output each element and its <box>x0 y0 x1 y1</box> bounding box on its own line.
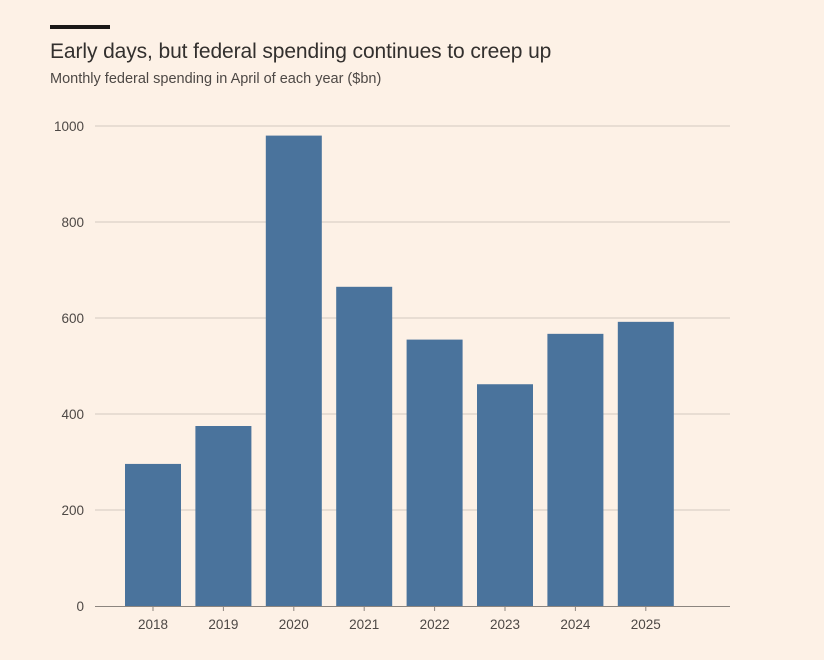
y-tick-label-400: 400 <box>61 407 84 422</box>
bar-2022 <box>406 339 463 606</box>
y-tick-label-200: 200 <box>61 503 84 518</box>
x-tick-label-2025: 2025 <box>631 617 661 632</box>
bar-2019 <box>195 426 252 606</box>
y-tick-label-800: 800 <box>61 215 84 230</box>
y-tick-label-0: 0 <box>76 599 84 614</box>
y-tick-label-1000: 1000 <box>54 119 84 134</box>
bar-2020 <box>265 135 322 606</box>
top-rule <box>50 25 110 29</box>
bar-2021 <box>336 286 393 606</box>
bar-2018 <box>125 463 181 606</box>
bar-2025 <box>617 321 674 606</box>
chart-title: Early days, but federal spending continu… <box>50 40 552 63</box>
x-tick-label-2021: 2021 <box>349 617 379 632</box>
x-tick-label-2023: 2023 <box>490 617 520 632</box>
x-tick-label-2022: 2022 <box>420 617 450 632</box>
x-tick-label-2019: 2019 <box>208 617 238 632</box>
x-tick-label-2018: 2018 <box>138 617 168 632</box>
x-tick-label-2020: 2020 <box>279 617 309 632</box>
y-tick-label-600: 600 <box>61 311 84 326</box>
chart-subtitle: Monthly federal spending in April of eac… <box>50 71 382 87</box>
x-tick-label-2024: 2024 <box>560 617 591 632</box>
bar-2023 <box>477 384 533 606</box>
bar-2024 <box>547 333 604 606</box>
